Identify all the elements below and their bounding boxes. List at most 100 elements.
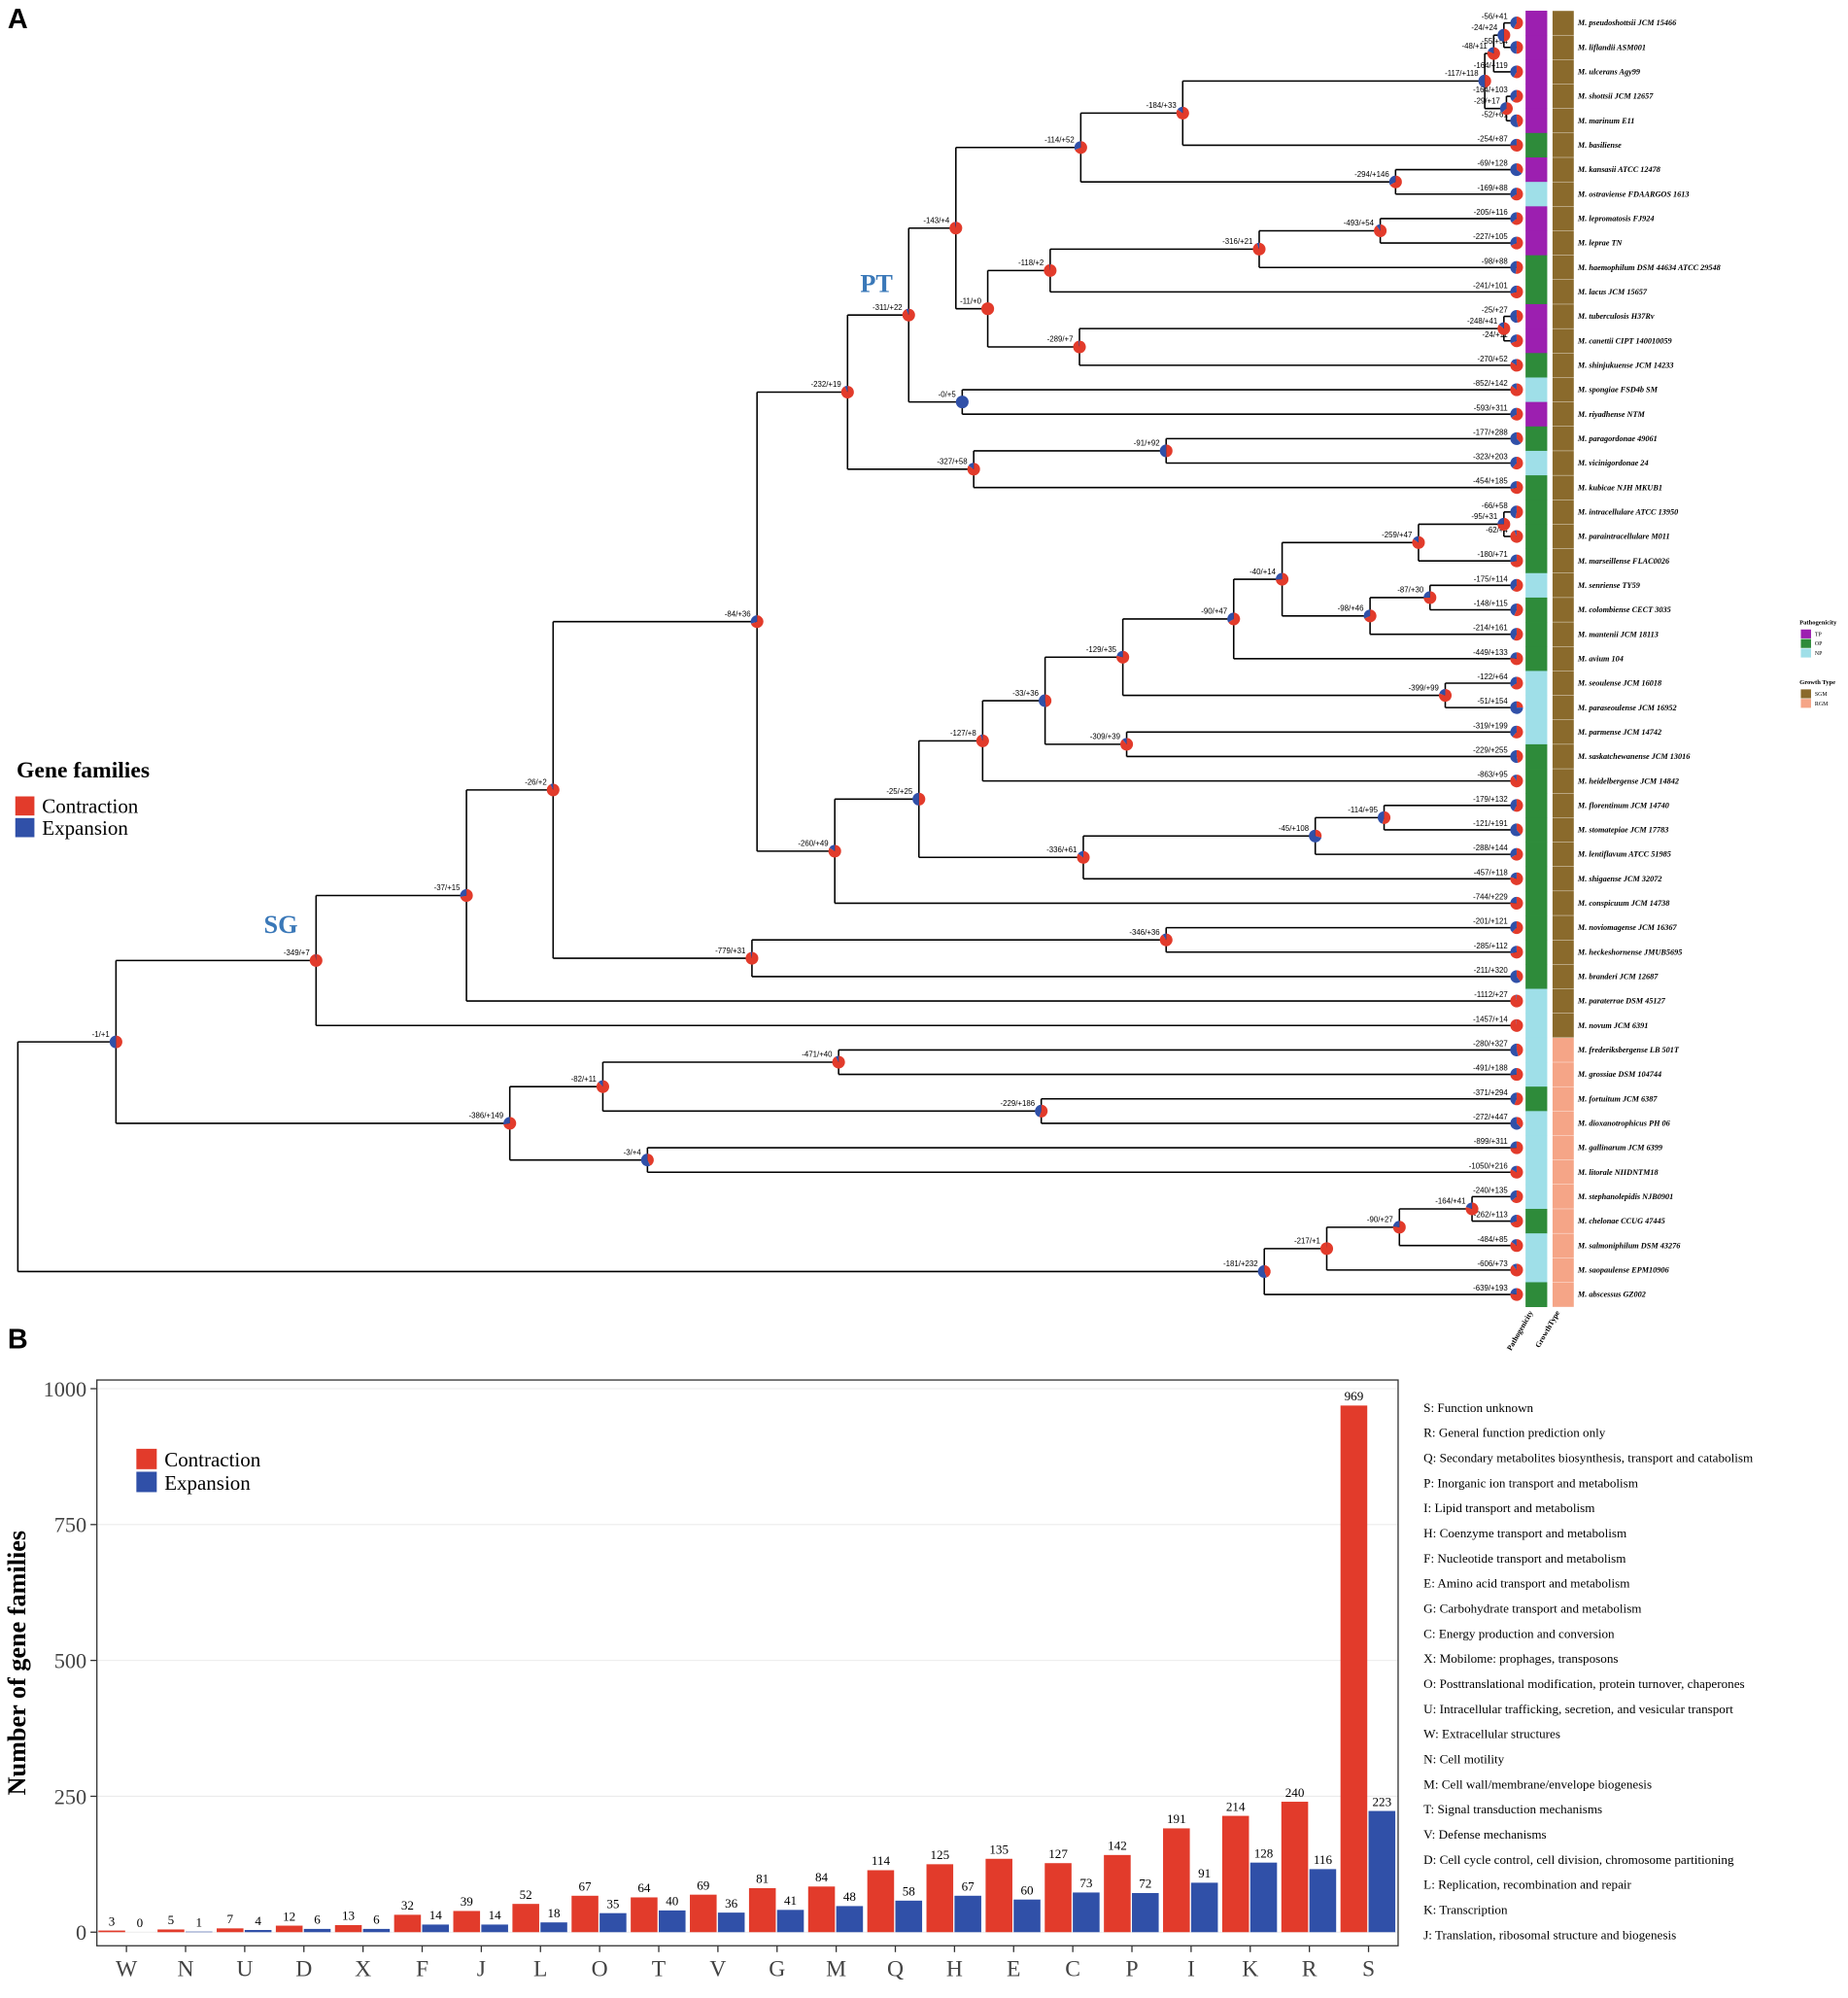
species-name: M. lentiflavum ATCC 51985 [1577,850,1671,859]
node-pie-contraction [967,463,980,476]
node-pie-expansion [550,783,554,790]
value-label: 81 [756,1872,769,1886]
species-name: M. stomatepiae JCM 17783 [1577,826,1669,835]
bar [98,1930,125,1933]
node-pie-expansion [1510,554,1517,563]
growth-cell [1552,548,1575,574]
bar [362,1928,391,1933]
node-pie-expansion [954,222,956,228]
column-header: Pathogenicity [1505,1309,1535,1352]
node-pie-contraction [1511,212,1523,225]
node-pie-expansion [1162,933,1167,941]
node-pie-contraction [1516,309,1523,324]
species-name: M. canettii CIPT 140010059 [1577,336,1672,345]
species-name: M. ostraviense FDAARGOS 1613 [1577,189,1690,198]
pathogenicity-cell [1525,401,1548,428]
species-name: M. liflandii ASM001 [1577,43,1646,52]
species-name: M. pseudoshottsii JCM 15466 [1577,18,1677,27]
species-name: M. lacus JCM 15657 [1577,288,1648,296]
category-description: J: Translation, ribosomal structure and … [1423,1927,1676,1942]
node-pie-contraction [1515,260,1523,274]
bar [334,1924,362,1933]
growth-cell [1552,377,1575,403]
node-pie-expansion [1511,383,1517,391]
pathogenicity-cell [1525,11,1548,36]
node-pie-contraction [1510,334,1523,348]
x-tick-label: F [416,1957,428,1982]
legend-label: Contraction [42,795,139,818]
x-tick-label: Q [887,1957,904,1982]
value-label: 1 [195,1914,202,1929]
node-pie-contraction [1511,676,1523,690]
growth-cell [1552,1013,1575,1039]
node-pie-expansion [1510,628,1517,640]
bar [453,1911,481,1933]
species-name: M. stephanolepidis NJB0901 [1577,1192,1673,1201]
y-tick-label: 0 [76,1920,86,1945]
node-label: -471/+40 [802,1051,833,1059]
species-name: M. tuberculosis H37Rv [1577,312,1655,321]
bar [836,1906,864,1933]
leaf-label: -899/+311 [1474,1137,1508,1146]
species-name: M. kubicae NJH MKUB1 [1577,483,1662,492]
node-pie-expansion [1388,175,1396,186]
leaf-label: -24/+11 [1482,330,1507,339]
species-name: M. saskatchewanense JCM 13016 [1577,752,1691,761]
growth-cell [1552,1208,1575,1234]
pathogenicity-cell [1525,890,1548,916]
node-pie-expansion [1512,1263,1517,1270]
x-tick-label: L [533,1957,547,1982]
value-label: 6 [314,1912,321,1927]
category-description: H: Coenzyme transport and metabolism [1423,1526,1626,1540]
leaf-label: -254/+87 [1478,134,1508,143]
leaf-label: -55/+54 [1482,37,1509,46]
value-label: 13 [342,1909,356,1923]
value-label: 6 [373,1912,380,1927]
node-pie-expansion [1510,1215,1517,1223]
node-label: -181/+232 [1223,1259,1258,1268]
value-label: 969 [1345,1389,1364,1403]
node-pie-contraction [1438,689,1453,703]
pathogenicity-cell [1525,1208,1548,1234]
species-name: M. fortuitum JCM 6387 [1577,1094,1658,1103]
node-pie-expansion [1376,224,1381,231]
bar [1340,1405,1368,1933]
species-name: M. gallinarum JCM 6399 [1577,1144,1662,1153]
node-pie-expansion [829,844,836,851]
node-pie-contraction [1228,612,1241,626]
leaf-label: -241/+101 [1473,281,1508,290]
value-label: 128 [1254,1845,1274,1860]
x-tick-label: H [946,1957,963,1982]
node-pie-expansion [1276,572,1283,580]
node-pie-expansion [1363,609,1371,619]
value-label: 60 [1020,1882,1034,1897]
node-pie-contraction [1073,340,1086,354]
leaf-label: -205/+116 [1474,208,1509,217]
node-pie-expansion [1510,1189,1517,1201]
node-pie-contraction [1315,829,1322,839]
pathogenicity-cell [1525,1257,1548,1283]
value-label: 7 [227,1912,234,1926]
leaf-label: -240/+135 [1473,1186,1508,1194]
node-label: -24/+24 [1471,23,1498,32]
leaf-label: -122/+64 [1478,672,1509,681]
node-pie-expansion [1413,535,1419,543]
value-label: 41 [784,1893,797,1908]
pathogenicity-cell [1525,230,1548,257]
pathogenicity-cell [1525,1282,1548,1308]
pathogenicity-cell [1525,572,1548,599]
node-pie-contraction [1510,1263,1523,1277]
value-label: 84 [815,1870,829,1884]
leaf-label: -214/+161 [1473,624,1508,633]
pathogenicity-cell [1525,793,1548,818]
node-pie-contraction [1276,572,1289,586]
value-label: 64 [637,1880,651,1895]
node-pie-contraction [647,1154,654,1166]
leaf-label: -863/+95 [1478,771,1509,779]
value-label: 52 [520,1887,532,1902]
node-pie-contraction [1513,799,1523,812]
growth-cell [1552,206,1575,232]
node-pie-expansion [1511,1165,1517,1173]
node-pie-expansion [503,1117,510,1125]
node-pie-contraction [750,615,764,629]
